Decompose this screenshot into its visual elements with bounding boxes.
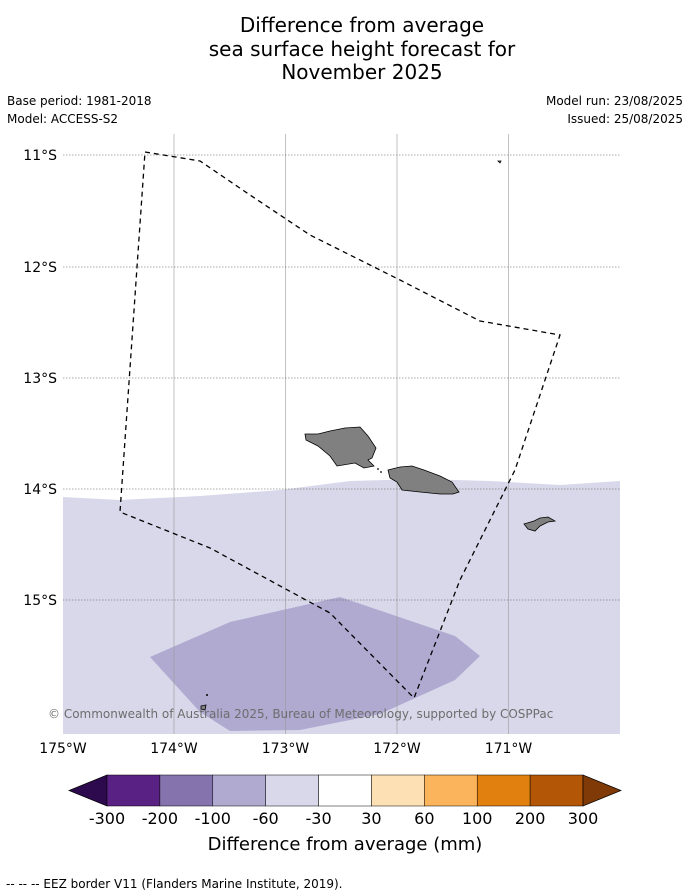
colorbar-tick: -300 bbox=[89, 809, 125, 828]
longitude-labels: 175°W 174°W 173°W 172°W 171°W bbox=[39, 741, 532, 757]
colorbar-segment bbox=[476, 774, 531, 807]
lon-label: 174°W bbox=[150, 741, 198, 757]
meta-right: Model run: 23/08/2025 Issued: 25/08/2025 bbox=[546, 94, 683, 130]
colorbar-extend-low bbox=[68, 774, 108, 807]
lat-label: 14°S bbox=[23, 482, 57, 498]
base-period: Base period: 1981-2018 bbox=[7, 94, 152, 108]
eez-border bbox=[119, 151, 561, 700]
eez-footnote: -- -- -- EEZ border V11 (Flanders Marine… bbox=[6, 877, 343, 891]
colorbar-segment bbox=[159, 774, 214, 807]
island-tutuila bbox=[523, 516, 557, 532]
lon-label: 172°W bbox=[373, 741, 421, 757]
colorbar-tick: 100 bbox=[462, 809, 493, 828]
colorbar-tick: -200 bbox=[142, 809, 178, 828]
island-small-north bbox=[497, 160, 502, 164]
island-small-south bbox=[200, 704, 207, 711]
issued-date: Issued: 25/08/2025 bbox=[567, 112, 683, 126]
model-run: Model run: 23/08/2025 bbox=[545, 94, 683, 108]
chart-title: Difference from average sea surface heig… bbox=[0, 13, 690, 85]
colorbar-segment bbox=[529, 774, 584, 807]
colorbar-tick: 300 bbox=[568, 809, 599, 828]
colorbar-segment bbox=[371, 774, 425, 807]
colorbar-tick-labels: -300 -200 -100 -60 -30 30 60 100 200 300 bbox=[89, 809, 598, 828]
colorbar-tick: -30 bbox=[305, 809, 331, 828]
lon-label: 175°W bbox=[39, 741, 87, 757]
colorbar-tick: 30 bbox=[361, 809, 381, 828]
colorbar-tick: 200 bbox=[515, 809, 546, 828]
meta-left: Base period: 1981-2018 Model: ACCESS-S2 bbox=[7, 94, 152, 130]
colorbar-tick: 60 bbox=[414, 809, 434, 828]
title-line-2: sea surface height forecast for bbox=[208, 36, 516, 61]
lon-label: 173°W bbox=[262, 741, 310, 757]
meridians bbox=[173, 134, 509, 734]
latitude-labels: 11°S 12°S 13°S 14°S 15°S bbox=[23, 148, 57, 609]
colorbar-tick: -100 bbox=[195, 809, 231, 828]
colorbar bbox=[68, 774, 622, 807]
colorbar-segment bbox=[424, 774, 478, 807]
colorbar-segment bbox=[265, 774, 319, 807]
lat-label: 12°S bbox=[23, 260, 57, 276]
islets bbox=[206, 468, 382, 696]
anomaly-region-medium bbox=[150, 597, 480, 731]
island-savaii bbox=[304, 426, 377, 469]
lat-label: 15°S bbox=[23, 593, 57, 609]
colorbar-label: Difference from average (mm) bbox=[207, 834, 483, 855]
lon-label: 171°W bbox=[485, 741, 533, 757]
colorbar-extend-high bbox=[582, 774, 622, 807]
model-name: Model: ACCESS-S2 bbox=[7, 112, 119, 126]
lat-label: 13°S bbox=[23, 371, 57, 387]
title-line-3: November 2025 bbox=[281, 60, 443, 84]
colorbar-segment bbox=[212, 774, 266, 807]
land bbox=[200, 160, 557, 711]
island-upolu bbox=[387, 465, 460, 495]
colorbar-tick: -60 bbox=[253, 809, 279, 828]
colorbar-segment bbox=[106, 774, 161, 807]
colorbar-segment bbox=[318, 774, 372, 807]
lat-label: 11°S bbox=[23, 148, 57, 164]
map-area bbox=[63, 134, 620, 734]
copyright-credit: © Commonwealth of Australia 2025, Bureau… bbox=[48, 707, 554, 721]
map-figure: 11°S 12°S 13°S 14°S 15°S 175°W 174°W 173… bbox=[23, 134, 622, 828]
title-line-1: Difference from average bbox=[239, 13, 485, 37]
